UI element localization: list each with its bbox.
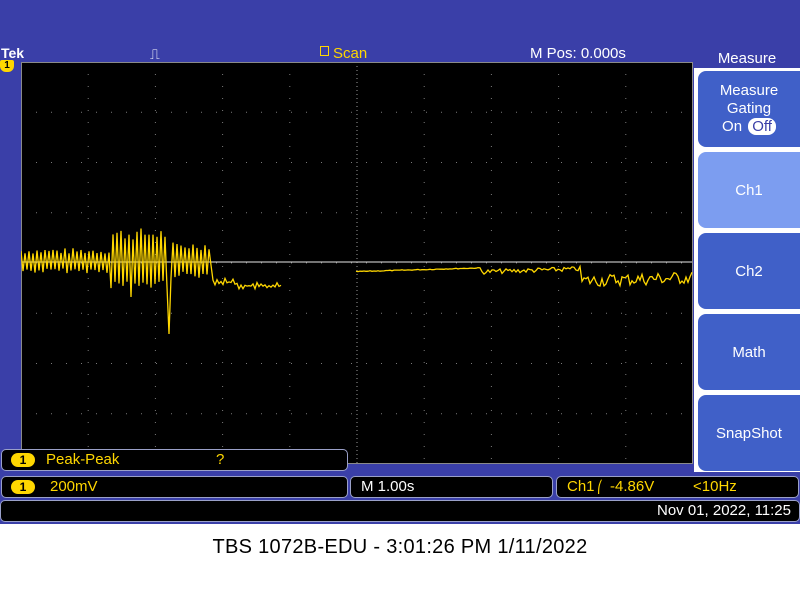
waveform-display [21, 62, 693, 464]
vertical-scale: 200mV [50, 478, 98, 495]
measure-menu: Measure Measure Gating On Off Ch1 Ch2 Ma… [694, 46, 800, 472]
measure-gating-button[interactable]: Measure Gating On Off [698, 71, 800, 147]
math-button[interactable]: Math [698, 314, 800, 390]
screenshot-caption: TBS 1072B-EDU - 3:01:26 PM 1/11/2022 [212, 536, 588, 558]
measurement-type: Peak-Peak [46, 451, 120, 468]
trigger-frequency: <10Hz [693, 478, 737, 495]
snapshot-button[interactable]: SnapShot [698, 395, 800, 471]
graticule [21, 62, 693, 464]
measurement-value: ? [216, 451, 225, 468]
gating-label-1: Measure [719, 82, 779, 99]
channel-1-waveform [21, 228, 282, 335]
measurement-channel-badge: 1 [11, 453, 35, 467]
timebase: M 1.00s [361, 478, 415, 495]
acq-indicator-icon [320, 46, 329, 56]
vertical-channel-badge: 1 [11, 480, 35, 494]
trigger-level: -4.86V [610, 478, 655, 495]
channel-1-ground-marker[interactable]: 1 [0, 60, 14, 72]
gating-off-label: Off [748, 118, 776, 135]
measurement-readout[interactable]: 1 Peak-Peak ? [1, 449, 348, 471]
trigger-status-icon: ⎍ [150, 46, 160, 62]
trigger-slope-icon: ⎛ [597, 480, 603, 494]
channel-1-waveform-right [355, 264, 693, 288]
brand-label: Tek [1, 45, 25, 61]
vertical-scale-readout[interactable]: 1 200mV [1, 476, 348, 498]
menu-title: Measure [694, 46, 800, 68]
oscilloscope-screen: Tek ⎍ Scan M Pos: 0.000s 1 Measure Measu… [0, 0, 800, 524]
horizontal-position: M Pos: 0.000s [530, 45, 626, 62]
date-time: Nov 01, 2022, 11:25 [657, 502, 791, 519]
ch1-button[interactable]: Ch1 [698, 152, 800, 228]
gating-label-2: Gating [726, 100, 772, 117]
trigger-readout[interactable]: Ch1 ⎛ -4.86V <10Hz [556, 476, 799, 498]
gating-on-label: On [722, 118, 743, 135]
acquisition-mode-label: Scan [333, 45, 368, 62]
date-time-bar: Nov 01, 2022, 11:25 [0, 500, 800, 522]
ch2-button[interactable]: Ch2 [698, 233, 800, 309]
timebase-readout[interactable]: M 1.00s [350, 476, 553, 498]
trigger-source: Ch1 [567, 478, 595, 495]
acquisition-mode: Scan [320, 45, 367, 63]
